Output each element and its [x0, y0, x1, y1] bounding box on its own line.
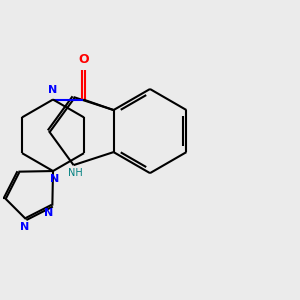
- Text: NH: NH: [68, 168, 83, 178]
- Text: N: N: [50, 174, 60, 184]
- Text: N: N: [48, 85, 58, 95]
- Text: N: N: [44, 208, 54, 218]
- Text: O: O: [78, 53, 88, 66]
- Text: N: N: [20, 222, 30, 232]
